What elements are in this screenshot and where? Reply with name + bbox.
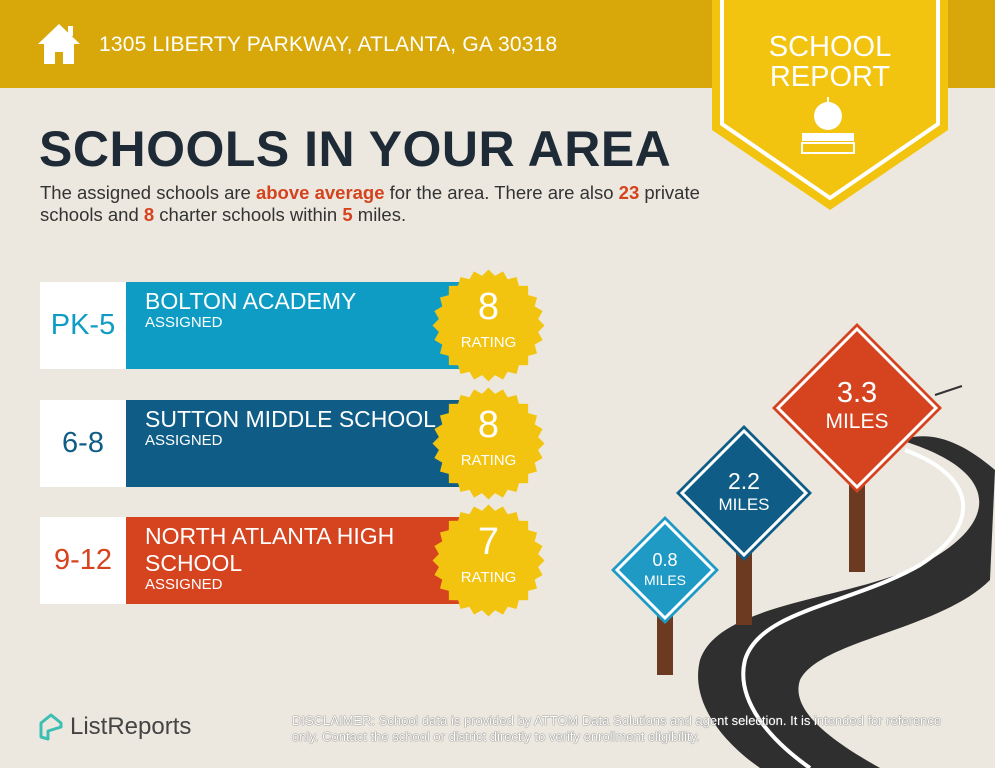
- sign-unit: MILES: [718, 495, 770, 514]
- disclaimer: DISCLAIMER: School data is provided by A…: [292, 713, 942, 744]
- sign-distance: 0.8: [652, 550, 678, 570]
- rating-label: RATING: [460, 452, 517, 469]
- school-name: Bolton Academy: [145, 288, 357, 314]
- sign-distance: 2.2: [728, 468, 760, 494]
- school-bar: North Atlanta High School ASSIGNED: [126, 517, 461, 604]
- road-illustration: [611, 323, 995, 768]
- school-status: ASSIGNED: [145, 314, 223, 331]
- school-report-badge: [712, 0, 948, 210]
- badge-line2: REPORT: [769, 61, 891, 93]
- home-icon: [38, 24, 80, 64]
- apple-books-icon: [801, 97, 855, 154]
- rating-label: RATING: [460, 569, 517, 586]
- rating-value: 7: [477, 521, 500, 563]
- sign-unit: MILES: [643, 572, 686, 588]
- rating-value: 8: [477, 286, 500, 328]
- rating-starburst-icon: [432, 387, 545, 500]
- listreports-logo: ListReports: [38, 713, 191, 741]
- road: [698, 436, 995, 768]
- grade-range: PK-5: [40, 282, 126, 369]
- summary-text: The assigned schools are above average f…: [40, 182, 700, 225]
- distance-sign: [611, 516, 719, 624]
- listreports-logo-icon: [39, 713, 63, 741]
- rating-starburst-icon: [432, 269, 545, 382]
- badge-line1: SCHOOL: [768, 31, 892, 63]
- rating-value: 8: [477, 404, 500, 446]
- school-status: ASSIGNED: [145, 432, 223, 449]
- sign-unit: MILES: [825, 410, 889, 433]
- road-line: [741, 448, 966, 768]
- rating-starburst-icon: [432, 504, 545, 617]
- school-status: ASSIGNED: [145, 576, 223, 593]
- sign-distance: 3.3: [836, 377, 878, 409]
- distance-sign: [772, 323, 942, 493]
- school-bar: Sutton Middle School ASSIGNED: [126, 400, 461, 487]
- school-name: North Atlanta High School: [145, 523, 395, 576]
- school-bar: Bolton Academy ASSIGNED: [126, 282, 461, 369]
- page-title: SCHOOLS IN YOUR AREA: [39, 121, 672, 177]
- grade-range: 6-8: [40, 400, 126, 487]
- distance-sign: [676, 425, 812, 561]
- school-name: Sutton Middle School: [145, 406, 436, 432]
- property-address: 1305 LIBERTY PARKWAY, ATLANTA, GA 30318: [99, 33, 558, 56]
- grade-range: 9-12: [40, 517, 126, 604]
- rating-label: RATING: [460, 334, 517, 351]
